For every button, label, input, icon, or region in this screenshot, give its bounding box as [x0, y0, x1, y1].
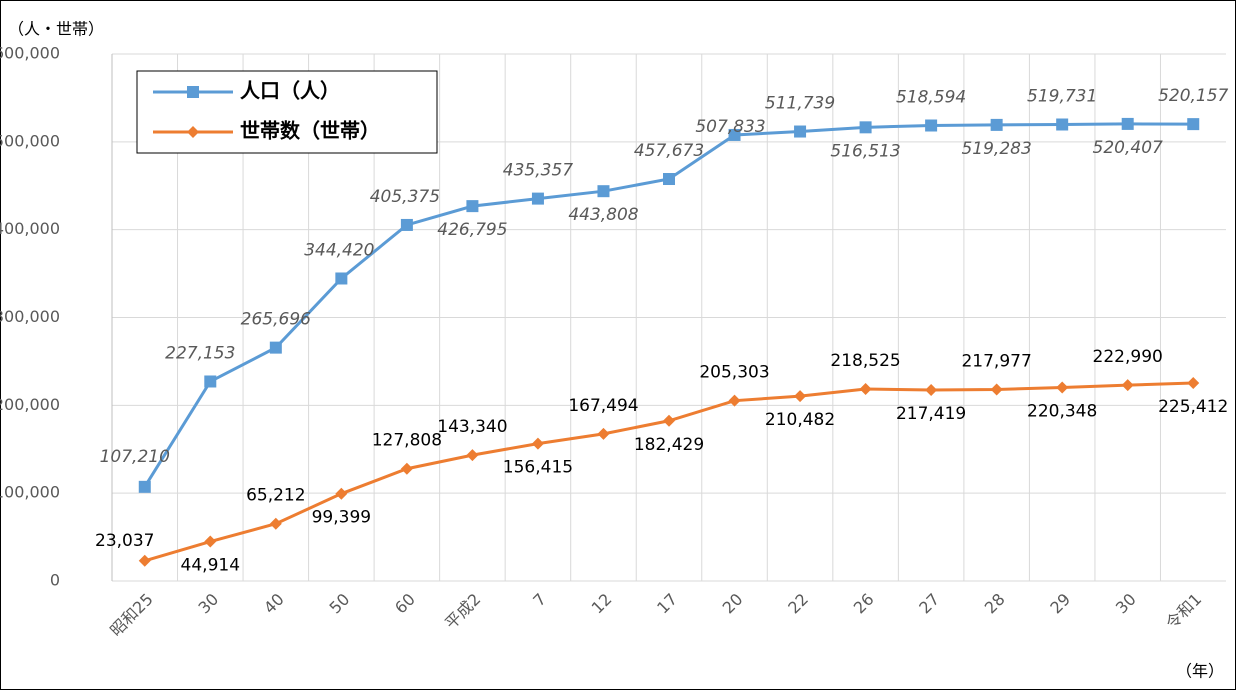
data-label: 507,833	[695, 117, 765, 137]
marker	[728, 128, 741, 141]
y-tick-label: 0	[50, 571, 60, 590]
data-label: 344,420	[304, 240, 374, 260]
marker	[138, 554, 151, 567]
marker	[728, 394, 741, 407]
data-label: 520,157	[1158, 86, 1228, 106]
legend-label: 人口（人）	[240, 79, 340, 103]
marker	[400, 462, 413, 475]
data-label: 265,696	[241, 310, 311, 330]
data-label: 435,357	[503, 161, 573, 181]
marker	[531, 437, 544, 450]
marker	[466, 200, 479, 213]
data-label: 457,673	[634, 141, 704, 161]
x-axis-label: （年）	[1176, 662, 1224, 681]
data-label: 44,914	[181, 556, 240, 576]
data-label: 218,525	[830, 351, 900, 371]
data-label: 167,494	[568, 396, 638, 416]
legend-label: 世帯数（世帯）	[240, 119, 380, 143]
marker	[925, 384, 938, 397]
data-label: 65,212	[246, 486, 305, 506]
y-tick-label: 100,000	[0, 483, 60, 502]
marker	[335, 272, 348, 285]
data-label: 107,210	[100, 447, 170, 467]
marker	[597, 185, 610, 198]
marker	[1121, 117, 1134, 130]
data-label: 426,795	[437, 220, 507, 240]
marker	[1121, 379, 1134, 392]
data-label: 511,739	[765, 94, 835, 114]
y-tick-label: 400,000	[0, 219, 60, 238]
marker	[794, 390, 807, 403]
marker	[990, 383, 1003, 396]
data-label: 405,375	[370, 187, 440, 207]
marker	[269, 517, 282, 530]
data-label: 443,808	[568, 205, 638, 225]
plot: 107,210 227,153 265,696 344,420 405,375 426,7…	[95, 86, 1229, 575]
marker	[597, 427, 610, 440]
marker	[1056, 381, 1069, 394]
marker	[204, 375, 217, 388]
data-label: 222,990	[1093, 347, 1163, 367]
marker	[531, 192, 544, 205]
marker	[925, 119, 938, 132]
data-label: 519,283	[961, 139, 1031, 159]
y-axis-label: （人・世帯）	[8, 20, 104, 39]
marker	[1187, 377, 1200, 390]
marker	[335, 487, 348, 500]
marker	[269, 341, 282, 354]
data-label: 217,419	[896, 404, 966, 424]
data-label: 99,399	[312, 508, 371, 528]
legend-box	[136, 70, 438, 154]
marker	[859, 383, 872, 396]
marker	[663, 173, 675, 186]
y-tick-label: 600,000	[0, 44, 60, 63]
marker	[990, 118, 1003, 131]
marker	[859, 121, 872, 134]
data-label: 520,407	[1093, 138, 1163, 158]
marker	[187, 86, 199, 98]
data-label: 220,348	[1027, 401, 1097, 421]
marker	[1056, 118, 1069, 131]
legend: 人口（人） 世帯数（世帯）	[136, 70, 438, 154]
marker	[794, 125, 807, 138]
data-label: 23,037	[95, 531, 154, 551]
marker	[400, 218, 413, 231]
data-label: 518,594	[896, 88, 966, 108]
data-label: 210,482	[765, 410, 835, 430]
data-label: 182,429	[634, 435, 704, 455]
data-label: 143,340	[437, 417, 507, 437]
marker	[204, 535, 217, 548]
data-label: 127,808	[372, 431, 442, 451]
marker	[466, 449, 479, 462]
y-tick-label: 300,000	[0, 307, 60, 326]
data-label: 225,412	[1158, 397, 1228, 417]
y-tick-label: 200,000	[0, 395, 60, 414]
marker	[663, 414, 675, 427]
data-label: 156,415	[503, 458, 573, 478]
data-label: 227,153	[165, 343, 235, 363]
data-label: 519,731	[1027, 87, 1097, 107]
data-label: 205,303	[699, 363, 769, 383]
data-label: 217,977	[961, 352, 1031, 372]
y-tick-label: 500,000	[0, 131, 60, 150]
data-label: 516,513	[830, 141, 900, 161]
marker	[138, 480, 151, 493]
marker	[187, 126, 199, 138]
marker	[1187, 118, 1200, 131]
